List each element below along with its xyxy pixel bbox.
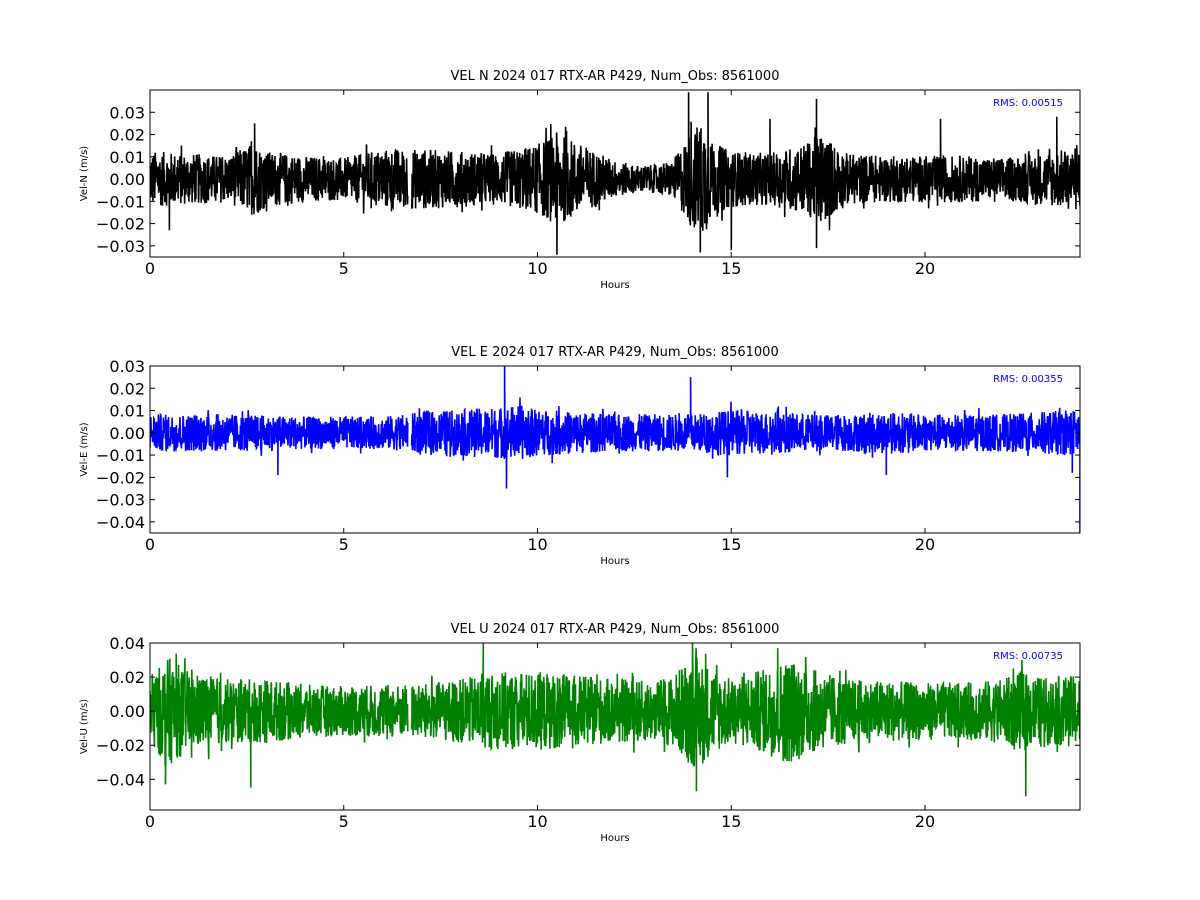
x-tick-label-e: 5: [339, 535, 349, 554]
x-axis-label-u: Hours: [600, 833, 629, 844]
plot-frame-n: [149, 89, 1081, 258]
panel-n: 0 5 10 15 20 0.03 0.02 0.01 0.00 −0.01 −0.02 −0.03 V…: [79, 69, 1081, 291]
x-tick-label-n: 0: [145, 259, 155, 278]
y-tick-label-e: 0.02: [109, 379, 145, 398]
y-tick-label-u: 0.02: [109, 668, 145, 687]
y-tick-label-n: −0.03: [96, 237, 145, 256]
x-tick-label-u: 0: [145, 812, 155, 831]
y-tick-label-e: −0.04: [96, 513, 145, 532]
x-tick-label-u: 20: [915, 812, 935, 831]
x-tick-label-e: 15: [721, 535, 741, 554]
y-tick-label-n: 0.01: [109, 148, 145, 167]
panel-u: 0 5 10 15 20 0.04 0.02 0.00 −0.02 −0.04 VEL U 2024…: [79, 622, 1081, 844]
y-tick-label-u: 0.04: [109, 634, 145, 653]
y-tick-label-e: 0.01: [109, 402, 145, 421]
x-tick-label-u: 10: [527, 812, 547, 831]
y-tick-label-e: 0.03: [109, 357, 145, 376]
panel-e: 0 5 10 15 20 0.03 0.02 0.01 0.00 −0.01 −0.02 −0.03 −…: [79, 345, 1081, 567]
y-tick-label-u: −0.04: [96, 770, 145, 789]
y-tick-label-n: 0.00: [109, 170, 145, 189]
y-axis-label-e: Vel-E (m/s): [79, 422, 90, 476]
y-axis-label-u: Vel-U (m/s): [79, 699, 90, 754]
series-line-n: [150, 92, 1080, 255]
rms-annotation-e: RMS: 0.00355: [993, 374, 1063, 385]
chart-title-n: VEL N 2024 017 RTX-AR P429, Num_Obs: 856…: [451, 69, 780, 84]
y-tick-label-e: 0.00: [109, 424, 145, 443]
y-tick-label-u: −0.02: [96, 736, 145, 755]
y-tick-label-n: −0.01: [96, 192, 145, 211]
y-tick-label-n: −0.02: [96, 215, 145, 234]
x-tick-label-n: 10: [527, 259, 547, 278]
x-tick-label-u: 5: [339, 812, 349, 831]
y-tick-label-n: 0.03: [109, 103, 145, 122]
x-axis-label-e: Hours: [600, 556, 629, 567]
x-tick-label-e: 10: [527, 535, 547, 554]
series-line-e: [150, 366, 1080, 533]
plot-frame-u: [149, 642, 1081, 811]
y-axis-label-n: Vel-N (m/s): [79, 146, 90, 201]
y-tick-label-u: 0.00: [109, 702, 145, 721]
y-tick-label-e: −0.02: [96, 468, 145, 487]
x-tick-label-n: 20: [915, 259, 935, 278]
x-tick-label-e: 0: [145, 535, 155, 554]
y-tick-label-e: −0.03: [96, 491, 145, 510]
plot-frame-e: [149, 365, 1081, 534]
x-tick-label-n: 15: [721, 259, 741, 278]
y-tick-label-n: 0.02: [109, 126, 145, 145]
chart-title-e: VEL E 2024 017 RTX-AR P429, Num_Obs: 856…: [451, 345, 778, 360]
chart-title-u: VEL U 2024 017 RTX-AR P429, Num_Obs: 856…: [451, 622, 780, 637]
rms-annotation-n: RMS: 0.00515: [993, 98, 1063, 109]
y-tick-label-e: −0.01: [96, 446, 145, 465]
series-line-u: [150, 643, 1080, 797]
rms-annotation-u: RMS: 0.00735: [993, 651, 1063, 662]
x-tick-label-n: 5: [339, 259, 349, 278]
x-tick-label-e: 20: [915, 535, 935, 554]
x-tick-label-u: 15: [721, 812, 741, 831]
x-axis-label-n: Hours: [600, 280, 629, 291]
